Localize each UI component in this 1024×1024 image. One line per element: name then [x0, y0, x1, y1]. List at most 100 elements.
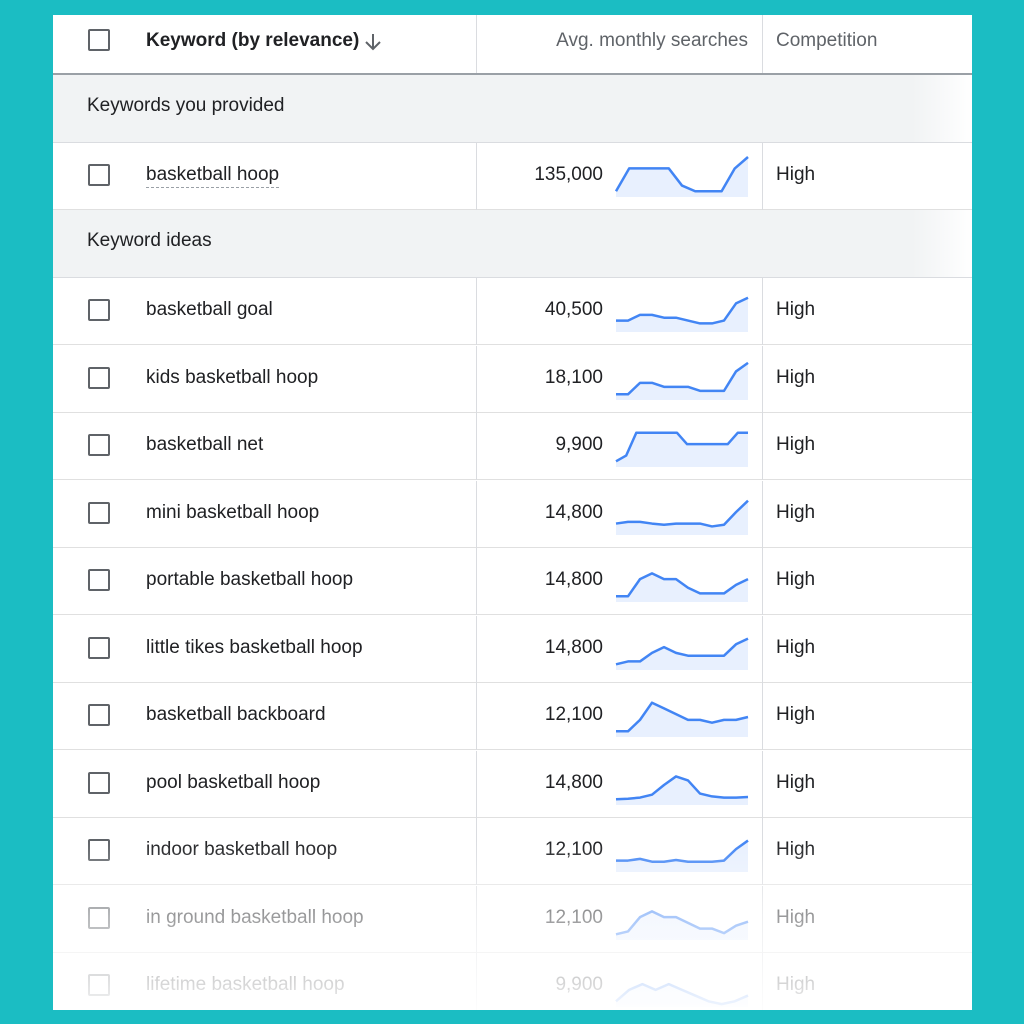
keyword-text: portable basketball hoop [146, 569, 354, 590]
sparkline-line [616, 296, 749, 325]
sparkline-line [615, 636, 749, 666]
sparkline-area [616, 362, 748, 400]
column-divider [476, 413, 477, 480]
row-checkbox[interactable] [88, 636, 110, 659]
competition-value: High [776, 906, 816, 928]
avg-monthly-searches-value: 9,900 [555, 974, 603, 995]
trend-sparkline [616, 839, 749, 872]
competition-value: High [776, 569, 816, 590]
sparkline-line [615, 774, 749, 801]
sparkline-area [616, 157, 748, 197]
arrow-down-icon[interactable] [363, 31, 383, 53]
sparkline-line [616, 361, 749, 396]
avg-monthly-searches-value: 14,800 [544, 771, 603, 793]
sparkline-area [616, 500, 748, 535]
competition-value: High [776, 366, 816, 388]
avg-monthly-searches-header[interactable]: Avg. monthly searches [556, 30, 748, 51]
column-divider [762, 885, 763, 953]
avg-monthly-searches-value: 14,800 [544, 569, 603, 590]
sparkline-line [616, 572, 749, 598]
avg-monthly-searches-value: 18,100 [544, 366, 603, 388]
avg-monthly-searches-value: 12,100 [544, 906, 603, 928]
column-divider [476, 345, 477, 413]
avg-monthly-searches-value: 135,000 [534, 164, 603, 185]
trend-sparkline [616, 296, 749, 332]
column-divider [762, 683, 763, 750]
column-divider [476, 278, 477, 345]
column-divider [762, 818, 763, 885]
trend-sparkline [615, 909, 749, 940]
trend-sparkline [615, 499, 749, 535]
row-checkbox[interactable] [88, 501, 110, 524]
column-divider [476, 818, 477, 885]
keyword-text: in ground basketball hoop [146, 906, 364, 928]
keyword-text: pool basketball hoop [146, 771, 321, 793]
table-row[interactable]: basketball net 9,900 High [53, 413, 972, 480]
column-divider [762, 480, 763, 548]
sparkline-line [615, 499, 749, 528]
competition-value: High [776, 771, 816, 793]
table-row[interactable]: mini basketball hoop 14,800 High [53, 480, 972, 548]
keyword-text: basketball net [146, 434, 264, 455]
row-checkbox[interactable] [88, 704, 110, 726]
sparkline-line [614, 156, 749, 193]
table-row[interactable]: portable basketball hoop 14,800 High [53, 548, 972, 615]
competition-value: High [776, 839, 816, 860]
keyword-results-panel: Keyword (by relevance) Avg. monthly sear… [53, 15, 972, 1010]
column-divider [762, 15, 763, 73]
sparkline-area [616, 432, 748, 467]
row-checkbox[interactable] [88, 974, 110, 996]
keyword-text: lifetime basketball hoop [146, 974, 345, 995]
competition-value: High [776, 704, 816, 725]
competition-value: High [776, 299, 816, 320]
row-checkbox[interactable] [88, 164, 110, 186]
row-checkbox[interactable] [88, 299, 110, 321]
trend-sparkline [615, 636, 749, 670]
competition-column-header[interactable]: Competition [776, 30, 878, 51]
row-checkbox[interactable] [88, 569, 110, 591]
row-checkbox[interactable] [88, 906, 110, 929]
sparkline-line [616, 701, 749, 733]
keyword-column-header[interactable]: Keyword (by relevance) [146, 30, 360, 51]
competition-value: High [776, 434, 816, 455]
table-row[interactable]: pool basketball hoop 14,800 High [53, 750, 972, 818]
table-row[interactable]: little tikes basketball hoop 14,800 High [53, 615, 972, 683]
table-row[interactable]: basketball goal 40,500 High [53, 278, 972, 345]
trend-sparkline [616, 701, 749, 737]
table-row[interactable]: lifetime basketball hoop 9,900 High [53, 953, 972, 1010]
group-label-provided: Keywords you provided [87, 95, 285, 116]
column-divider [476, 548, 477, 615]
keyword-text: kids basketball hoop [146, 366, 319, 388]
column-divider [476, 143, 477, 210]
keyword-text: indoor basketball hoop [146, 839, 338, 860]
column-divider [762, 953, 763, 1010]
trend-sparkline [615, 982, 749, 1007]
keyword-text[interactable]: basketball hoop [146, 143, 280, 207]
table-row[interactable]: basketball backboard 12,100 High [53, 683, 972, 750]
row-checkbox[interactable] [88, 839, 110, 861]
table-row[interactable]: in ground basketball hoop 12,100 High [53, 885, 972, 953]
table-row[interactable]: kids basketball hoop 18,100 High [53, 345, 972, 413]
table-row[interactable]: basketball hoop 135,000 High [53, 143, 972, 210]
column-divider [476, 750, 477, 818]
sparkline-area [616, 775, 748, 805]
sparkline-area [616, 702, 748, 737]
row-checkbox[interactable] [88, 771, 110, 794]
keyword-text: basketball goal [146, 299, 273, 320]
trend-sparkline [614, 156, 749, 197]
column-divider [762, 278, 763, 345]
select-all-checkbox[interactable] [88, 29, 110, 51]
column-divider [476, 615, 477, 683]
row-checkbox[interactable] [88, 434, 110, 456]
sparkline-line [615, 431, 748, 463]
avg-monthly-searches-value: 12,100 [544, 704, 603, 725]
group-header-provided: Keywords you provided [53, 75, 972, 143]
column-divider [762, 143, 763, 210]
avg-monthly-searches-value: 12,100 [544, 839, 603, 860]
group-label-ideas: Keyword ideas [87, 230, 212, 251]
row-checkbox[interactable] [88, 366, 110, 389]
table-row[interactable]: indoor basketball hoop 12,100 High [53, 818, 972, 885]
column-divider [762, 413, 763, 480]
competition-value: High [776, 501, 816, 523]
avg-monthly-searches-value: 9,900 [555, 434, 603, 455]
